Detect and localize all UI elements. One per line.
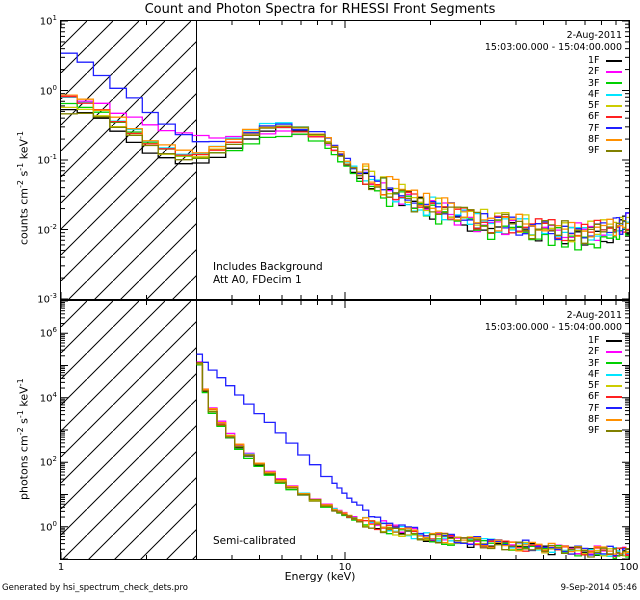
panel2-date: 2-Aug-2011: [566, 310, 622, 321]
legend-swatch: [606, 127, 622, 130]
legend-item: 5F: [562, 100, 622, 111]
legend-swatch: [606, 373, 622, 376]
legend-label: 9F: [588, 145, 600, 157]
legend-swatch: [606, 93, 622, 96]
legend-item: 5F: [562, 380, 622, 391]
legend-swatch: [606, 59, 622, 62]
legend-item: 2F: [562, 346, 622, 357]
panel1-date: 2-Aug-2011: [566, 30, 622, 41]
y-tick-label: 10-1: [37, 153, 57, 167]
count-spectrum-plot: [61, 21, 629, 299]
y-tick-label: 100: [39, 519, 57, 534]
legend-swatch: [606, 150, 622, 153]
x-tick-label: 1: [57, 562, 65, 573]
y-tick-label: 104: [39, 390, 57, 405]
panel2-y-axis-label: photons cm-2 s-1 keV-1: [16, 378, 31, 500]
legend-item: 3F: [562, 358, 622, 369]
footer-generated-by: Generated by hsi_spectrum_check_dets.pro: [2, 583, 188, 593]
legend-swatch: [606, 70, 622, 73]
x-axis-label: Energy (keV): [284, 570, 356, 583]
legend-label: 4F: [588, 88, 600, 100]
y-tick-label: 10-2: [37, 222, 57, 236]
legend-swatch: [606, 396, 622, 399]
legend-label: 3F: [588, 357, 600, 369]
series-line: [61, 94, 629, 238]
legend-swatch: [606, 339, 622, 342]
legend-item: 6F: [562, 111, 622, 122]
legend-item: 1F: [562, 335, 622, 346]
legend-swatch: [606, 418, 622, 421]
legend-item: 4F: [562, 89, 622, 100]
legend-item: 6F: [562, 391, 622, 402]
x-tick-label: 10: [338, 562, 352, 573]
y-tick-label: 106: [39, 326, 57, 340]
panel2-legend: 1F 2F 3F 4F 5F 6F 7F 8F 9F: [562, 335, 622, 437]
series-line: [196, 362, 629, 558]
y-tick-label: 100: [39, 83, 57, 97]
legend-label: 1F: [588, 335, 600, 346]
photon-spectrum-plot: [61, 301, 629, 559]
legend-label: 7F: [588, 402, 600, 414]
legend-label: 2F: [588, 66, 600, 78]
legend-item: 1F: [562, 55, 622, 66]
legend-label: 6F: [588, 111, 600, 123]
hatched-region: [61, 21, 197, 299]
y-tick-label: 102: [39, 455, 57, 469]
panel2-note: Semi-calibrated: [213, 535, 296, 547]
legend-label: 2F: [588, 346, 600, 358]
y-tick-label: 101: [39, 14, 57, 28]
legend-item: 2F: [562, 66, 622, 77]
panel1-note: Includes Background Att A0, FDecim 1: [213, 261, 323, 286]
legend-swatch: [606, 138, 622, 141]
legend-label: 1F: [588, 55, 600, 66]
legend-label: 8F: [588, 414, 600, 426]
y-tick-label: 10-3: [37, 292, 57, 306]
count-spectrum-panel: [60, 20, 630, 300]
panel1-date-header: 2-Aug-2011 15:03:00.000 - 15:04:00.000: [362, 30, 622, 53]
legend-label: 8F: [588, 134, 600, 146]
legend-swatch: [606, 362, 622, 365]
legend-item: 9F: [562, 425, 622, 436]
legend-swatch: [606, 82, 622, 85]
legend-swatch: [606, 350, 622, 353]
panel1-y-axis-label: counts cm-2 s-1 keV-1: [16, 131, 31, 245]
legend-item: 7F: [562, 123, 622, 134]
legend-label: 6F: [588, 391, 600, 403]
legend-item: 3F: [562, 78, 622, 89]
series-line: [61, 112, 629, 244]
legend-swatch: [606, 407, 622, 410]
footer-timestamp: 9-Sep-2014 05:46: [560, 583, 637, 593]
legend-label: 9F: [588, 425, 600, 437]
legend-item: 4F: [562, 369, 622, 380]
legend-label: 5F: [588, 380, 600, 392]
panel2-date-header: 2-Aug-2011 15:03:00.000 - 15:04:00.000: [362, 310, 622, 333]
panel1-legend: 1F 2F 3F 4F 5F 6F 7F 8F 9F: [562, 55, 622, 157]
legend-item: 7F: [562, 403, 622, 414]
panel2-time-range: 15:03:00.000 - 15:04:00.000: [484, 321, 622, 333]
legend-item: 9F: [562, 145, 622, 156]
legend-label: 7F: [588, 122, 600, 134]
legend-label: 5F: [588, 100, 600, 112]
legend-swatch: [606, 430, 622, 433]
hatched-region: [61, 301, 197, 559]
figure-title: Count and Photon Spectra for RHESSI Fron…: [144, 2, 496, 17]
photon-spectrum-panel: [60, 300, 630, 560]
legend-label: 3F: [588, 77, 600, 89]
legend-swatch: [606, 104, 622, 107]
legend-item: 8F: [562, 134, 622, 145]
legend-swatch: [606, 116, 622, 119]
x-tick-label: 100: [619, 562, 639, 573]
legend-swatch: [606, 384, 622, 387]
legend-label: 4F: [588, 368, 600, 380]
legend-item: 8F: [562, 414, 622, 425]
panel1-time-range: 15:03:00.000 - 15:04:00.000: [484, 41, 622, 53]
